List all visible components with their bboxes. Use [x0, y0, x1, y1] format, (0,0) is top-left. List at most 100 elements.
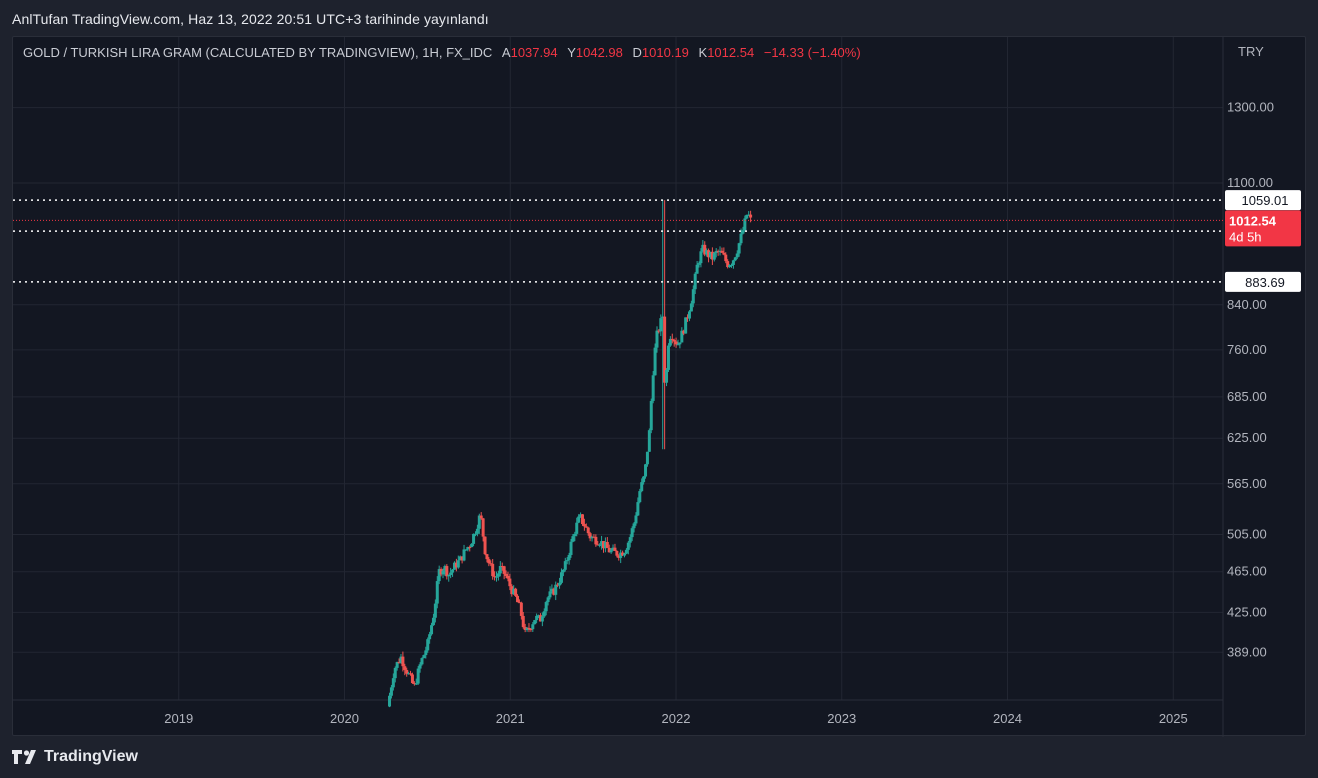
candle-body — [649, 400, 653, 431]
change-value: −14.33 (−1.40%) — [763, 45, 861, 60]
candle-body — [689, 303, 693, 312]
level-tag — [1225, 190, 1301, 211]
candle-body — [571, 536, 575, 542]
candle-body — [512, 588, 516, 595]
candle-body — [447, 574, 451, 577]
candle-body — [575, 522, 579, 534]
candle-body — [460, 556, 464, 561]
candle-body — [531, 624, 535, 630]
tradingview-logo[interactable]: TradingView — [12, 745, 138, 769]
candle-body — [584, 526, 588, 528]
x-tick-label: 2023 — [827, 711, 856, 726]
candle-body — [735, 253, 739, 258]
candle-body — [722, 252, 726, 255]
y-tick-label: 425.00 — [1227, 604, 1267, 619]
y-tick-label: 505.00 — [1227, 526, 1267, 541]
candle-body — [680, 330, 684, 343]
candle-body — [546, 597, 550, 603]
candle-body — [647, 430, 651, 452]
candle-body — [462, 549, 466, 561]
candle-body — [479, 515, 483, 519]
symbol-name[interactable]: GOLD / TURKISH LIRA GRAM (CALCULATED BY … — [23, 45, 493, 60]
candle-body — [640, 482, 644, 492]
y-tick-label: 760.00 — [1227, 342, 1267, 357]
candle-body — [475, 528, 479, 534]
candle-body — [523, 627, 527, 630]
candle-body — [395, 662, 399, 668]
candle-body — [644, 464, 648, 477]
candle-body — [443, 566, 447, 571]
candle-body — [745, 214, 749, 219]
high-key: Y — [567, 45, 576, 60]
candle-body — [701, 244, 705, 252]
candle-body — [596, 544, 600, 546]
candle-body — [655, 330, 659, 348]
currency-label: TRY — [1238, 44, 1264, 59]
candle-body — [666, 345, 670, 370]
candle-body — [665, 369, 669, 383]
x-tick-label: 2021 — [496, 711, 525, 726]
candle-body — [691, 289, 695, 304]
candle-body — [470, 543, 474, 548]
candle-body — [508, 578, 512, 587]
candle-body — [431, 617, 435, 626]
candle-body — [533, 620, 537, 625]
candle-body — [527, 627, 531, 630]
y-tick-label: 565.00 — [1227, 476, 1267, 491]
candle-body — [550, 588, 554, 592]
candle-body — [586, 527, 590, 534]
candle-body — [588, 533, 592, 539]
candle-body — [433, 603, 437, 618]
candle-body — [716, 251, 720, 253]
candle-body — [477, 515, 481, 529]
candle-body — [707, 250, 711, 258]
candle-body — [594, 536, 598, 545]
y-tick-label: 389.00 — [1227, 644, 1267, 659]
candle-body — [603, 541, 607, 549]
candle-body — [613, 547, 617, 551]
candle-body — [506, 575, 510, 579]
candle-body — [437, 569, 441, 582]
candle-body — [718, 250, 722, 252]
level-tag — [1225, 271, 1301, 292]
candle-body — [609, 550, 613, 553]
candle-body — [414, 683, 418, 685]
candle-body — [487, 559, 491, 564]
candle-body — [682, 330, 686, 334]
candle-body — [416, 668, 420, 684]
candle-body — [676, 344, 680, 346]
last-price-tag — [1225, 210, 1301, 247]
candle-body — [705, 250, 709, 255]
candle-body — [663, 316, 667, 383]
candle-body — [699, 251, 703, 264]
candle-body — [617, 555, 621, 558]
candle-body — [712, 252, 716, 260]
x-tick-label: 2019 — [164, 711, 193, 726]
candle-body — [466, 547, 470, 550]
candle-body — [636, 502, 640, 516]
candle-body — [409, 673, 413, 675]
candle-body — [580, 514, 584, 525]
candle-body — [544, 602, 548, 612]
candle-body — [412, 683, 416, 685]
level-tag-label: 883.69 — [1245, 275, 1285, 290]
candle-body — [493, 576, 497, 578]
candle-body — [451, 569, 455, 573]
x-tick-label: 2024 — [993, 711, 1022, 726]
candle-body — [521, 615, 525, 628]
candle-body — [495, 576, 499, 578]
candle-body — [563, 561, 567, 570]
candle-body — [605, 541, 609, 548]
y-tick-label: 465.00 — [1227, 564, 1267, 579]
candle-body — [601, 541, 605, 549]
candle-body — [592, 536, 596, 538]
price-chart[interactable]: 1300.00 1100.00 840.00 760.00 685.00 625.00 56… — [13, 37, 1307, 737]
candle-body — [569, 541, 573, 555]
candle-body — [542, 611, 546, 617]
candle-body — [388, 695, 392, 707]
candle-body — [407, 673, 411, 675]
chart-frame[interactable]: 1300.00 1100.00 840.00 760.00 685.00 625.00 56… — [12, 36, 1307, 737]
candle-body — [435, 581, 439, 604]
candle-body — [561, 569, 565, 573]
candle-body — [481, 518, 485, 537]
